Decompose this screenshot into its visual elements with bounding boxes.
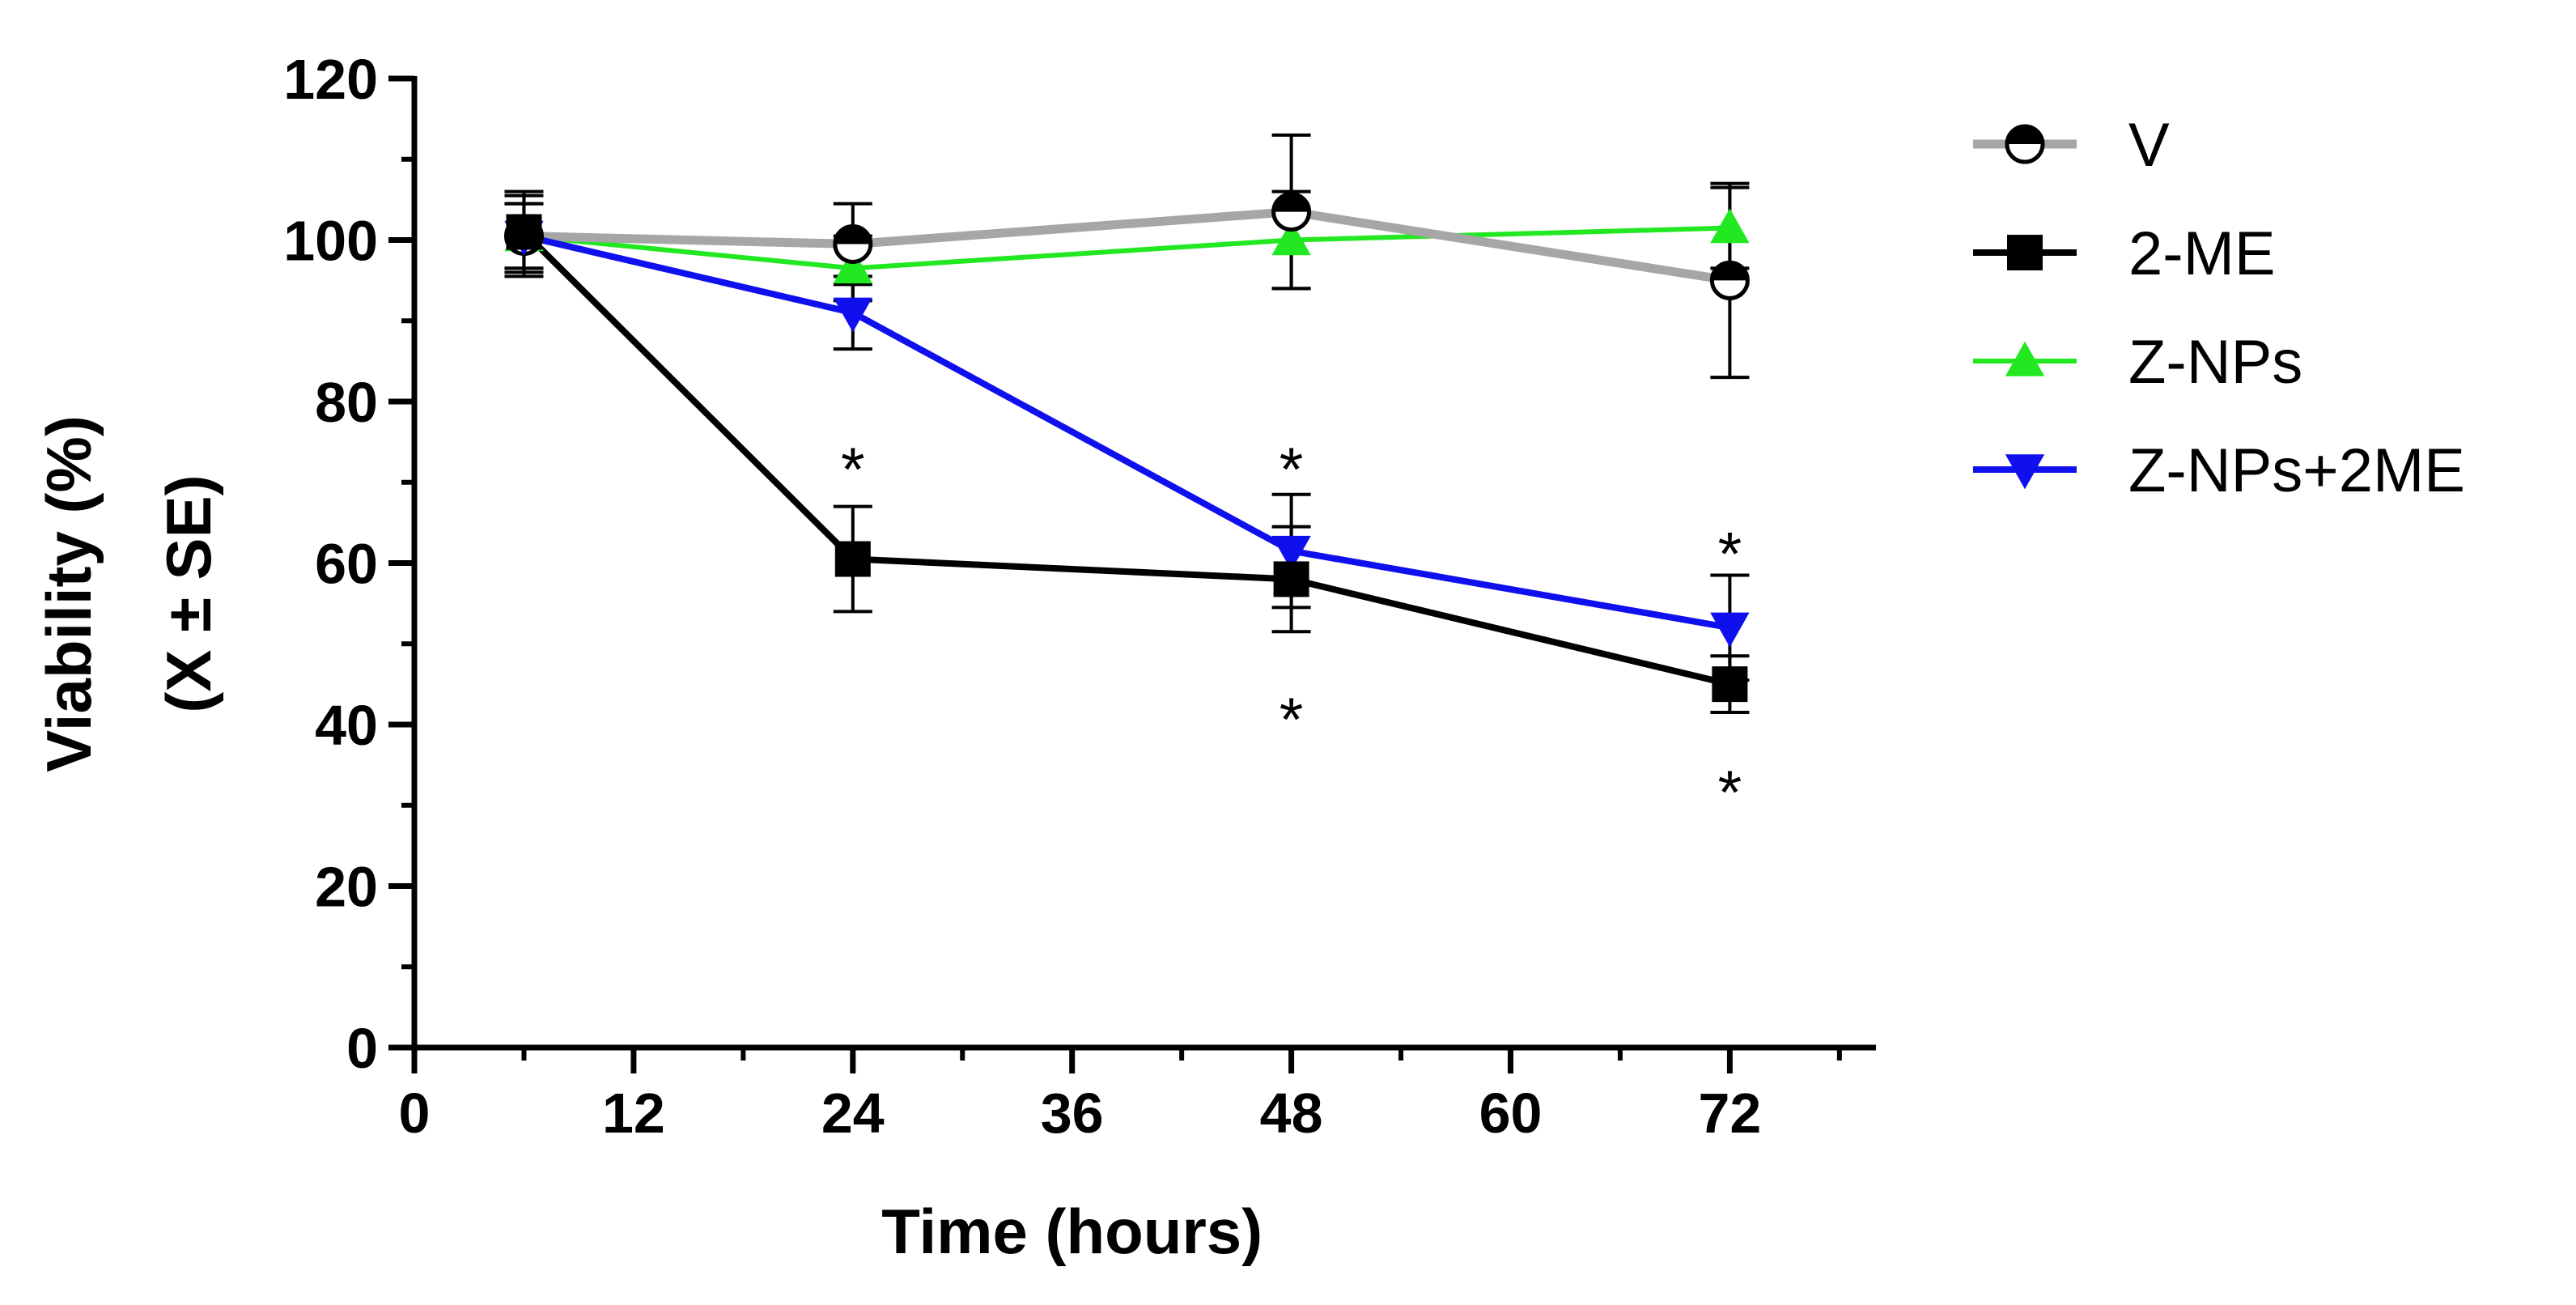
y-tick-label: 0 [346, 1017, 378, 1080]
y-tick-label: 80 [315, 371, 378, 434]
y-tick-label: 100 [283, 210, 378, 273]
marker-z-nps [833, 249, 872, 284]
marker-z-nps-2me [1271, 535, 1311, 571]
axes: 0 20 40 60 80 100 120 0 12 24 36 48 60 72 [283, 48, 1876, 1145]
y-tick-label: 120 [283, 48, 378, 111]
legend-label-z-nps: Z-NPs [2128, 328, 2302, 397]
marker-v-fill [1712, 262, 1748, 281]
marker-z-nps-2me [1710, 612, 1750, 648]
marker-v-fill [834, 226, 871, 244]
legend-label-z-nps-2me: Z-NPs+2ME [2128, 436, 2465, 505]
series-markers [503, 192, 1750, 703]
marker-2-me [1712, 666, 1748, 703]
marker-z-nps [1710, 208, 1750, 244]
x-tick-label: 12 [602, 1082, 665, 1145]
significance-star: * [1280, 436, 1304, 504]
marker-2-me [834, 541, 871, 577]
significance-star: * [1718, 759, 1742, 827]
marker-z-nps-2me [2005, 454, 2045, 490]
marker-v-fill [1273, 193, 1309, 212]
significance-star: * [1718, 521, 1742, 589]
x-tick-label: 48 [1260, 1082, 1323, 1145]
series-line-z-nps [524, 225, 1730, 271]
x-tick-label: 0 [399, 1082, 431, 1145]
marker-2-me [506, 214, 542, 250]
marker-z-nps-2me [833, 297, 872, 333]
marker-2-me [2007, 235, 2043, 270]
legend: V 2-ME Z-NPs Z-NPs+2ME [1973, 111, 2465, 505]
y-tick-label: 20 [315, 856, 378, 919]
marker-v-fill [2007, 126, 2043, 144]
marker-2-me [1273, 561, 1309, 597]
marker-z-nps [2005, 341, 2045, 376]
legend-label-2-me: 2-ME [2128, 219, 2276, 288]
legend-label-v: V [2128, 111, 2170, 180]
marker-z-nps [1271, 220, 1311, 256]
x-tick-label: 36 [1041, 1082, 1104, 1145]
y-tick-label: 40 [315, 694, 378, 757]
y-axis-title-line-1: Viability (%) [33, 415, 104, 772]
series-lines [521, 207, 1731, 688]
x-tick-label: 24 [821, 1082, 885, 1145]
series-line-z-nps-2me [523, 232, 1731, 631]
significance-star: * [841, 436, 865, 504]
significance-annotations: * * * * * [841, 436, 1742, 827]
series-line-v [524, 207, 1731, 285]
x-axis-title: Time (hours) [881, 1196, 1263, 1267]
y-tick-label: 60 [315, 533, 378, 596]
significance-star: * [1280, 686, 1304, 755]
series-line-2-me [521, 229, 1731, 688]
y-axis-title-line-2: (X ± SE) [153, 474, 224, 712]
x-tick-label: 72 [1698, 1082, 1761, 1145]
x-tick-label: 60 [1479, 1082, 1543, 1145]
